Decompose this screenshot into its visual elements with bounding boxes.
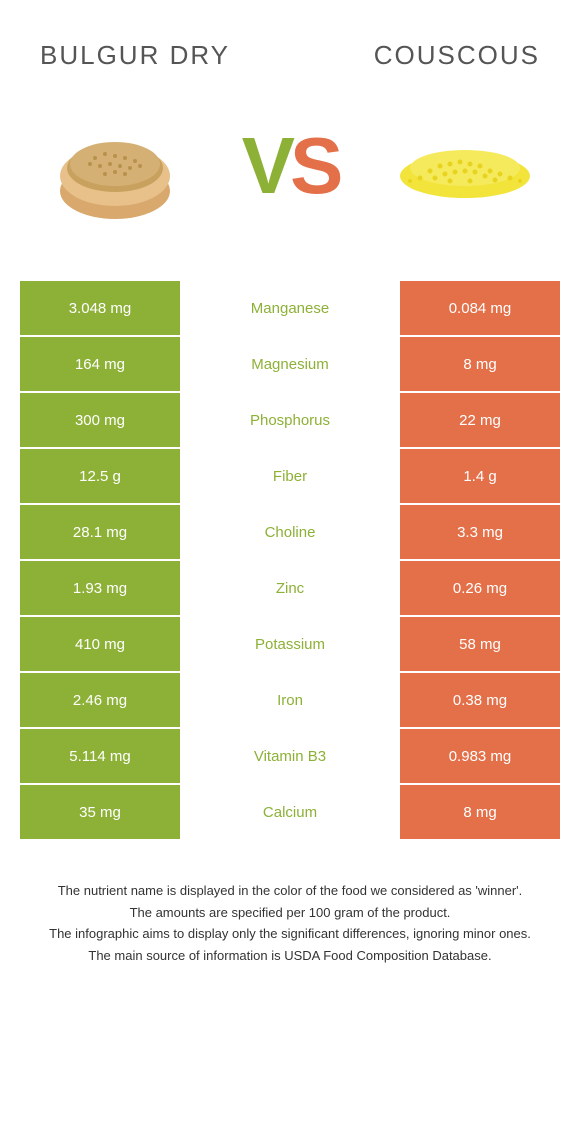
nutrient-name-cell: Fiber bbox=[180, 449, 400, 503]
left-value-cell: 300 mg bbox=[20, 393, 180, 447]
bulgur-image bbox=[40, 101, 190, 231]
nutrient-row: 5.114 mgVitamin B30.983 mg bbox=[20, 729, 560, 785]
right-value-cell: 58 mg bbox=[400, 617, 560, 671]
nutrient-name-cell: Potassium bbox=[180, 617, 400, 671]
nutrient-name-cell: Calcium bbox=[180, 785, 400, 839]
nutrient-name-cell: Magnesium bbox=[180, 337, 400, 391]
nutrient-name-cell: Phosphorus bbox=[180, 393, 400, 447]
right-value-cell: 3.3 mg bbox=[400, 505, 560, 559]
nutrient-name-cell: Manganese bbox=[180, 281, 400, 335]
left-value-cell: 164 mg bbox=[20, 337, 180, 391]
footer-line-2: The amounts are specified per 100 gram o… bbox=[40, 903, 540, 923]
left-value-cell: 3.048 mg bbox=[20, 281, 180, 335]
footer-line-3: The infographic aims to display only the… bbox=[40, 924, 540, 944]
right-value-cell: 8 mg bbox=[400, 337, 560, 391]
footer-line-1: The nutrient name is displayed in the co… bbox=[40, 881, 540, 901]
left-value-cell: 1.93 mg bbox=[20, 561, 180, 615]
right-value-cell: 0.084 mg bbox=[400, 281, 560, 335]
header: Bulgur dry Couscous bbox=[20, 40, 560, 101]
left-value-cell: 28.1 mg bbox=[20, 505, 180, 559]
footer-notes: The nutrient name is displayed in the co… bbox=[20, 841, 560, 965]
nutrient-table: 3.048 mgManganese0.084 mg164 mgMagnesium… bbox=[20, 281, 560, 841]
nutrient-row: 1.93 mgZinc0.26 mg bbox=[20, 561, 560, 617]
images-row: VS bbox=[20, 101, 560, 281]
right-value-cell: 8 mg bbox=[400, 785, 560, 839]
nutrient-row: 35 mgCalcium8 mg bbox=[20, 785, 560, 841]
nutrient-name-cell: Vitamin B3 bbox=[180, 729, 400, 783]
left-value-cell: 2.46 mg bbox=[20, 673, 180, 727]
nutrient-row: 300 mgPhosphorus22 mg bbox=[20, 393, 560, 449]
right-value-cell: 1.4 g bbox=[400, 449, 560, 503]
nutrient-row: 2.46 mgIron0.38 mg bbox=[20, 673, 560, 729]
nutrient-row: 410 mgPotassium58 mg bbox=[20, 617, 560, 673]
nutrient-row: 164 mgMagnesium8 mg bbox=[20, 337, 560, 393]
nutrient-name-cell: Zinc bbox=[180, 561, 400, 615]
left-food-title: Bulgur dry bbox=[40, 40, 230, 71]
nutrient-row: 3.048 mgManganese0.084 mg bbox=[20, 281, 560, 337]
right-value-cell: 0.26 mg bbox=[400, 561, 560, 615]
left-value-cell: 12.5 g bbox=[20, 449, 180, 503]
right-value-cell: 22 mg bbox=[400, 393, 560, 447]
nutrient-name-cell: Iron bbox=[180, 673, 400, 727]
footer-line-4: The main source of information is USDA F… bbox=[40, 946, 540, 966]
right-food-title: Couscous bbox=[374, 40, 540, 71]
couscous-image bbox=[390, 101, 540, 231]
nutrient-row: 28.1 mgCholine3.3 mg bbox=[20, 505, 560, 561]
right-value-cell: 0.38 mg bbox=[400, 673, 560, 727]
vs-label: VS bbox=[242, 120, 339, 212]
vs-s-letter: S bbox=[290, 121, 338, 210]
left-value-cell: 35 mg bbox=[20, 785, 180, 839]
left-value-cell: 5.114 mg bbox=[20, 729, 180, 783]
left-value-cell: 410 mg bbox=[20, 617, 180, 671]
right-value-cell: 0.983 mg bbox=[400, 729, 560, 783]
vs-v-letter: V bbox=[242, 121, 290, 210]
nutrient-row: 12.5 gFiber1.4 g bbox=[20, 449, 560, 505]
nutrient-name-cell: Choline bbox=[180, 505, 400, 559]
